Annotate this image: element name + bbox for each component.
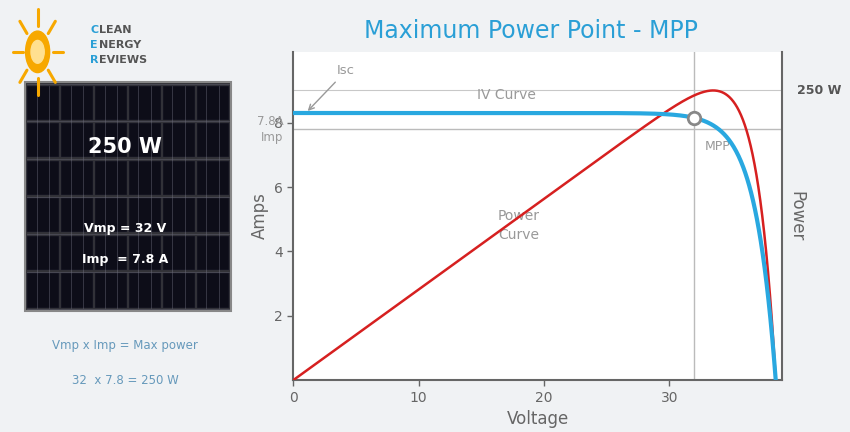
Text: Imp  = 7.8 A: Imp = 7.8 A [82, 253, 168, 266]
Bar [27, 273, 59, 308]
Text: C: C [90, 25, 99, 35]
Bar [95, 273, 127, 308]
Y-axis label: Amps: Amps [251, 193, 269, 239]
Bar [61, 86, 93, 120]
Bar [95, 198, 127, 232]
Text: 32  x 7.8 = 250 W: 32 x 7.8 = 250 W [72, 374, 178, 387]
Text: 7.8A
Imp: 7.8A Imp [257, 114, 283, 143]
Bar [163, 198, 195, 232]
Bar [163, 161, 195, 195]
Bar [27, 86, 59, 120]
Bar [26, 82, 230, 311]
Text: Power
Curve: Power Curve [498, 209, 540, 242]
Bar [129, 198, 161, 232]
Text: Maximum Power Point - MPP: Maximum Power Point - MPP [365, 19, 698, 44]
Bar [163, 236, 195, 270]
Bar [129, 86, 161, 120]
Bar [129, 161, 161, 195]
Text: R: R [90, 55, 99, 66]
Text: LEAN: LEAN [99, 25, 132, 35]
Bar [27, 123, 59, 157]
Bar [196, 273, 229, 308]
Bar [61, 123, 93, 157]
Text: EVIEWS: EVIEWS [99, 55, 147, 66]
Bar [61, 273, 93, 308]
Bar [129, 123, 161, 157]
Bar [196, 236, 229, 270]
Bar [95, 161, 127, 195]
Text: Vmp = 32 V: Vmp = 32 V [84, 222, 167, 235]
Bar [95, 236, 127, 270]
Bar [196, 161, 229, 195]
Bar [196, 198, 229, 232]
Circle shape [26, 31, 49, 73]
Bar [129, 236, 161, 270]
Text: Vmp x Imp = Max power: Vmp x Imp = Max power [53, 339, 198, 352]
Text: IV Curve: IV Curve [477, 88, 536, 102]
Bar [27, 198, 59, 232]
Bar [163, 123, 195, 157]
Text: 250 W: 250 W [88, 137, 162, 157]
Text: 250 W: 250 W [796, 84, 841, 97]
Text: MPP: MPP [705, 140, 730, 153]
Bar [196, 123, 229, 157]
Y-axis label: Power: Power [788, 191, 806, 241]
Bar [95, 123, 127, 157]
Bar [27, 161, 59, 195]
Bar [61, 236, 93, 270]
Bar [27, 236, 59, 270]
Text: E: E [90, 40, 98, 51]
Bar [163, 273, 195, 308]
Bar [196, 86, 229, 120]
Bar [129, 273, 161, 308]
Text: NERGY: NERGY [99, 40, 141, 51]
Circle shape [31, 41, 44, 63]
Bar [163, 86, 195, 120]
Bar [61, 198, 93, 232]
Text: Isc: Isc [309, 64, 355, 110]
Bar [61, 161, 93, 195]
Bar [95, 86, 127, 120]
X-axis label: Voltage: Voltage [507, 410, 569, 428]
